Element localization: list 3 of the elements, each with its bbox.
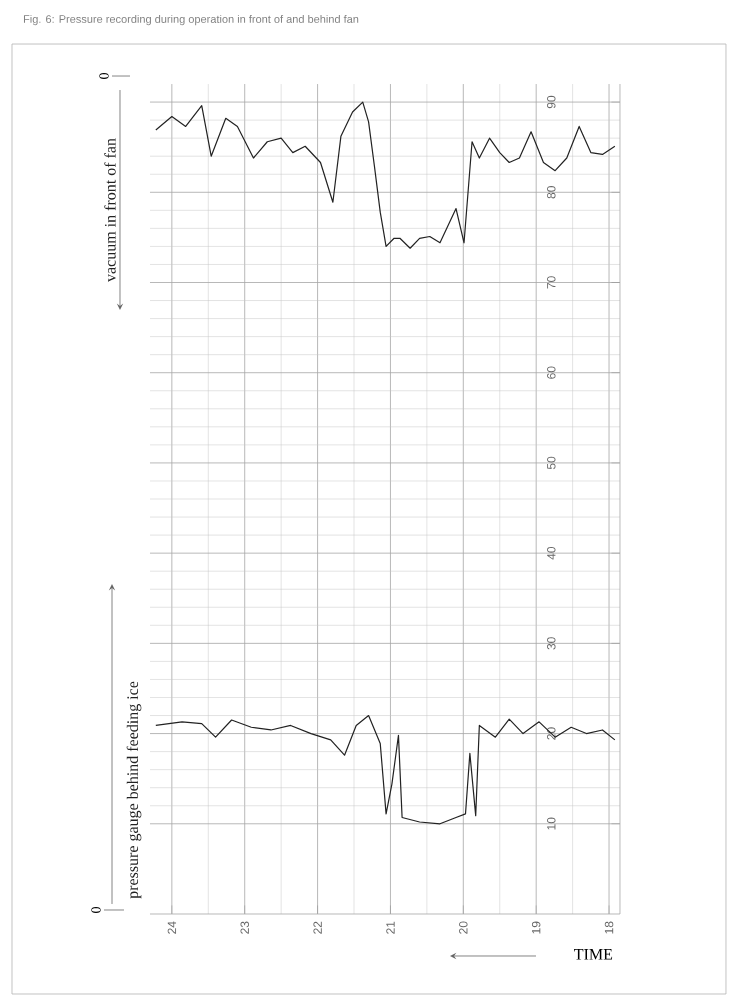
text: pressure gauge behind feeding ice	[126, 681, 142, 899]
text: vacuum in front of fan	[104, 138, 116, 282]
x-axis-title: TIME	[574, 949, 613, 960]
